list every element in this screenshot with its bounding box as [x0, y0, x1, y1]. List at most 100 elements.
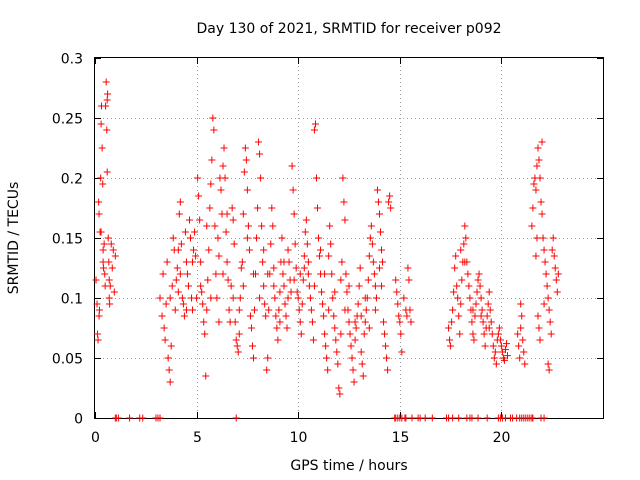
axis-ticks [95, 58, 603, 419]
data-point [356, 264, 364, 272]
data-point [396, 318, 404, 326]
data-point [223, 258, 231, 266]
data-point [239, 210, 247, 218]
data-point [380, 318, 388, 326]
data-point [345, 282, 353, 290]
data-point [205, 246, 213, 254]
data-point [476, 282, 484, 290]
data-point [542, 270, 550, 278]
data-point [280, 282, 288, 290]
data-point [349, 366, 357, 374]
data-point [175, 210, 183, 218]
data-point [355, 282, 363, 290]
data-point [474, 414, 482, 422]
data-point [536, 336, 544, 344]
data-point [364, 276, 372, 284]
data-point [462, 234, 470, 242]
data-point [229, 294, 237, 302]
data-point [276, 318, 284, 326]
data-point [310, 282, 318, 290]
data-point [284, 246, 292, 254]
data-point [296, 318, 304, 326]
data-point [368, 240, 376, 248]
data-point [323, 354, 331, 362]
data-point [322, 342, 330, 350]
data-point [316, 252, 324, 260]
data-point [264, 354, 272, 362]
data-point [196, 216, 204, 224]
data-point [207, 294, 215, 302]
data-point [110, 288, 118, 296]
data-point [407, 318, 415, 326]
data-point [268, 204, 276, 212]
data-point [173, 264, 181, 272]
data-point [160, 324, 168, 332]
data-point [278, 234, 286, 242]
data-point [371, 306, 379, 314]
data-point [341, 216, 349, 224]
data-point [338, 258, 346, 266]
data-point [203, 222, 211, 230]
data-point [466, 294, 474, 302]
data-point [229, 216, 237, 224]
data-point [92, 276, 100, 284]
data-point [219, 162, 227, 170]
data-point [255, 138, 263, 146]
data-point [172, 276, 180, 284]
data-point [104, 234, 112, 242]
data-point [345, 318, 353, 326]
data-point [95, 210, 103, 218]
data-point [225, 306, 233, 314]
data-point [177, 240, 185, 248]
data-point [472, 300, 480, 308]
data-point [283, 324, 291, 332]
data-point [535, 324, 543, 332]
data-point [233, 342, 241, 350]
data-point [398, 348, 406, 356]
data-point [182, 306, 190, 314]
data-point [201, 330, 209, 338]
data-point [291, 240, 299, 248]
data-point [538, 138, 546, 146]
data-point [214, 234, 222, 242]
data-point [550, 252, 558, 260]
data-point [194, 174, 202, 182]
data-point [279, 270, 287, 278]
data-point [551, 264, 559, 272]
data-point [213, 294, 221, 302]
data-point [319, 300, 327, 308]
data-point [228, 204, 236, 212]
data-point [247, 324, 255, 332]
data-point [454, 294, 462, 302]
data-point [533, 234, 541, 242]
data-point [245, 246, 253, 254]
x-tick-label: 0 [91, 430, 100, 446]
data-point [530, 180, 538, 188]
data-point [200, 318, 208, 326]
data-point [310, 126, 318, 134]
data-point [99, 258, 107, 266]
data-point [404, 264, 412, 272]
data-point [185, 216, 193, 224]
data-point [468, 414, 476, 422]
data-point [169, 234, 177, 242]
data-point [206, 204, 214, 212]
data-point [258, 222, 266, 230]
data-point [533, 162, 541, 170]
data-point [114, 414, 122, 422]
data-point [282, 312, 290, 320]
data-point [460, 240, 468, 248]
data-point [402, 414, 410, 422]
data-point [516, 354, 524, 362]
data-point [384, 366, 392, 374]
data-point [448, 318, 456, 326]
data-point [455, 312, 463, 320]
data-point [375, 264, 383, 272]
data-point [379, 258, 387, 266]
data-point [544, 360, 552, 368]
data-point [386, 192, 394, 200]
data-point [164, 354, 172, 362]
data-point [257, 174, 265, 182]
data-point [204, 276, 212, 284]
data-point [171, 306, 179, 314]
